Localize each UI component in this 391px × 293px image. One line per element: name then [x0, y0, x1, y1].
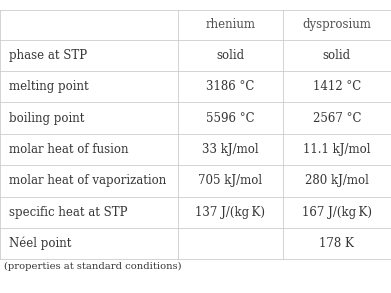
Text: (properties at standard conditions): (properties at standard conditions) — [4, 262, 181, 271]
Text: Néel point: Néel point — [9, 237, 71, 250]
Text: melting point: melting point — [9, 80, 88, 93]
Text: molar heat of fusion: molar heat of fusion — [9, 143, 128, 156]
Text: boiling point: boiling point — [9, 112, 84, 125]
Text: 2567 °C: 2567 °C — [312, 112, 361, 125]
Text: solid: solid — [216, 49, 244, 62]
Text: 33 kJ/mol: 33 kJ/mol — [202, 143, 258, 156]
Text: phase at STP: phase at STP — [9, 49, 87, 62]
Text: 1412 °C: 1412 °C — [313, 80, 361, 93]
Text: 167 J/(kg K): 167 J/(kg K) — [302, 206, 372, 219]
Text: 178 K: 178 K — [319, 237, 354, 250]
Text: solid: solid — [323, 49, 351, 62]
Text: 280 kJ/mol: 280 kJ/mol — [305, 174, 369, 187]
Text: 705 kJ/mol: 705 kJ/mol — [198, 174, 262, 187]
Text: rhenium: rhenium — [205, 18, 255, 31]
Text: 3186 °C: 3186 °C — [206, 80, 255, 93]
Text: specific heat at STP: specific heat at STP — [9, 206, 127, 219]
Text: 137 J/(kg K): 137 J/(kg K) — [195, 206, 265, 219]
Text: molar heat of vaporization: molar heat of vaporization — [9, 174, 166, 187]
Text: dysprosium: dysprosium — [302, 18, 371, 31]
Text: 5596 °C: 5596 °C — [206, 112, 255, 125]
Text: 11.1 kJ/mol: 11.1 kJ/mol — [303, 143, 371, 156]
